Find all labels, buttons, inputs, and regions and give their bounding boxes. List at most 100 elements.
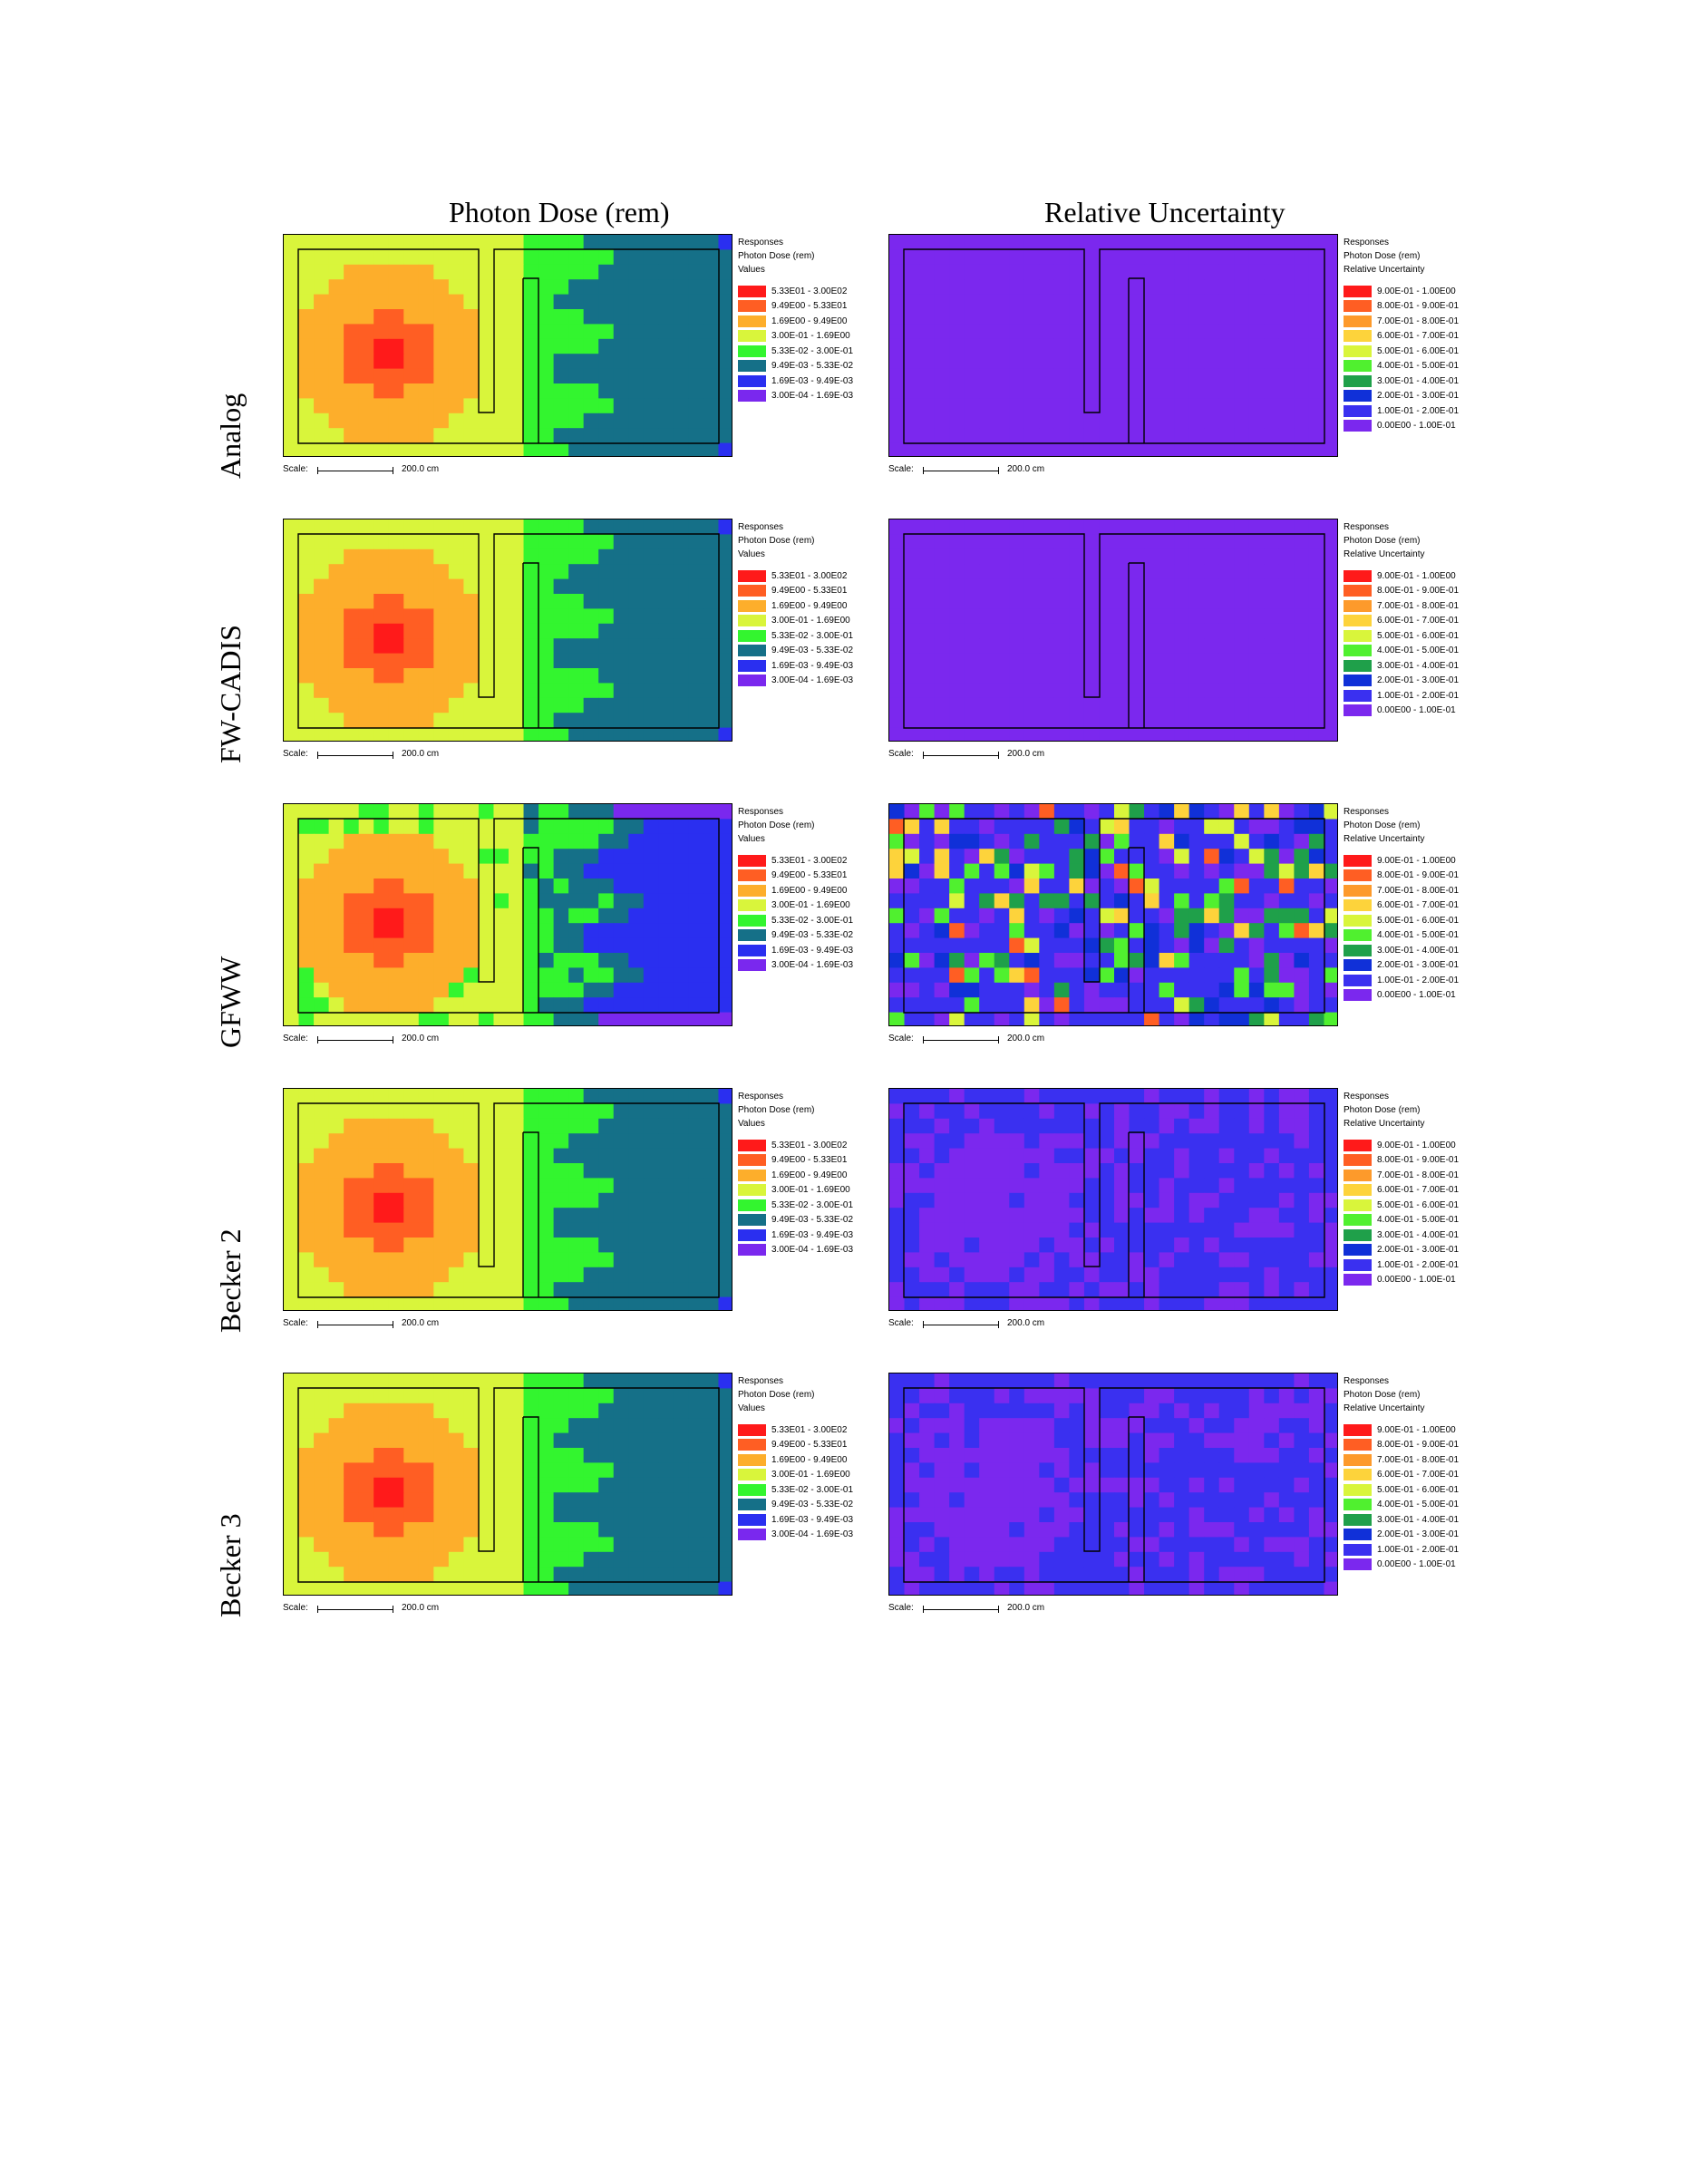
dose-cell [658,428,674,444]
dose-cell [613,997,629,1014]
uncertainty-cell [1069,1388,1085,1404]
uncertainty-cell [964,727,980,741]
uncertainty-cell [904,413,920,429]
uncertainty-cell [1234,923,1250,939]
uncertainty-cell [1129,638,1145,655]
legend-label: 2.00E-01 - 3.00E-01 [1377,1245,1460,1256]
dose-cell [403,1567,420,1583]
uncertainty-cell [1069,967,1085,984]
legend-entry: 3.00E-04 - 1.69E-03 [738,958,853,974]
uncertainty-cell [1324,1567,1337,1583]
uncertainty-cell [964,1403,980,1419]
uncertainty-cell [1264,1492,1280,1509]
uncertainty-cell [979,849,995,865]
dose-cell [703,383,719,399]
uncertainty-cell [994,638,1010,655]
uncertainty-cell [919,1581,936,1595]
dose-cell [643,324,659,340]
dose-cell [553,1178,569,1194]
dose-cell [388,383,404,399]
uncertainty-cell [919,519,936,535]
dose-cell [314,519,330,535]
uncertainty-cell [1188,1537,1205,1553]
dose-cell [478,1267,494,1283]
uncertainty-cell [1248,849,1265,865]
dose-cell [373,1373,390,1389]
dose-cell [328,638,344,655]
uncertainty-cell [1039,668,1055,684]
uncertainty-cell [1234,1118,1250,1134]
dose-cell [344,519,360,535]
uncertainty-cell [964,354,980,370]
dose-cell [658,279,674,296]
dose-cell [628,398,645,414]
dose-cell [328,1252,344,1268]
dose-cell [298,863,315,879]
uncertainty-cell [1144,923,1160,939]
uncertainty-cell [919,1238,936,1253]
dose-cell [718,324,732,340]
dose-cell [643,1118,659,1134]
legend-label: 4.00E-01 - 5.00E-01 [1377,1500,1460,1510]
uncertainty-cell [1294,1163,1310,1179]
dose-cell [403,653,420,669]
dose-cell [628,819,645,835]
legend-entry: 0.00E00 - 1.00E-01 [1344,704,1459,719]
uncertainty-cell [979,683,995,699]
uncertainty-cell [1234,1551,1250,1568]
legend-swatch [738,675,766,687]
uncertainty-cell [1129,564,1145,580]
uncertainty-cell [1114,1252,1130,1268]
uncertainty-cell [889,727,906,741]
dose-cell [628,608,645,625]
dose-cell [523,428,539,444]
dose-cell [538,264,555,280]
uncertainty-cell [1053,1581,1070,1595]
uncertainty-cell [1023,338,1040,354]
uncertainty-cell [1278,1537,1295,1553]
dose-cell [328,1403,344,1419]
legend-swatch [1344,1543,1372,1556]
uncertainty-cell [1218,1581,1235,1595]
dose-cell [628,623,645,639]
uncertainty-cell [904,1118,920,1134]
dose-cell [658,833,674,849]
dose-cell [418,1551,434,1568]
dose-cell [583,338,599,354]
uncertainty-cell [1324,819,1337,835]
uncertainty-cell [1234,264,1250,280]
uncertainty-cell [1264,878,1280,894]
dose-cell [328,713,344,729]
uncertainty-cell [1083,324,1100,340]
dose-cell [703,1222,719,1238]
uncertainty-cell [1264,594,1280,609]
dose-cell [628,893,645,909]
dose-cell [478,534,494,550]
uncertainty-cell [994,519,1010,535]
uncertainty-cell [1264,578,1280,595]
uncertainty-cell [964,413,980,429]
uncertainty-cell [1114,1448,1130,1463]
uncertainty-cell [1188,683,1205,699]
dose-cell [493,653,509,669]
dose-cell [523,893,539,909]
dose-cell [643,1238,659,1253]
dose-cell [509,324,525,340]
dose-cell [658,564,674,580]
uncertainty-cell [1009,578,1025,595]
dose-cell [463,1403,480,1419]
uncertainty-cell [979,997,995,1014]
dose-cell [568,1373,585,1389]
uncertainty-cell [1248,309,1265,325]
scale-value: 200.0 cm [1007,1318,1045,1328]
dose-cell [509,697,525,713]
uncertainty-cell [1248,442,1265,456]
dose-cell [553,1238,569,1253]
uncertainty-cell [1188,279,1205,296]
dose-cell [403,608,420,625]
uncertainty-cell [1188,1581,1205,1595]
dose-cell [688,1567,704,1583]
uncertainty-cell [979,1403,995,1419]
uncertainty-cell [1248,937,1265,954]
dose-cell [688,1432,704,1449]
